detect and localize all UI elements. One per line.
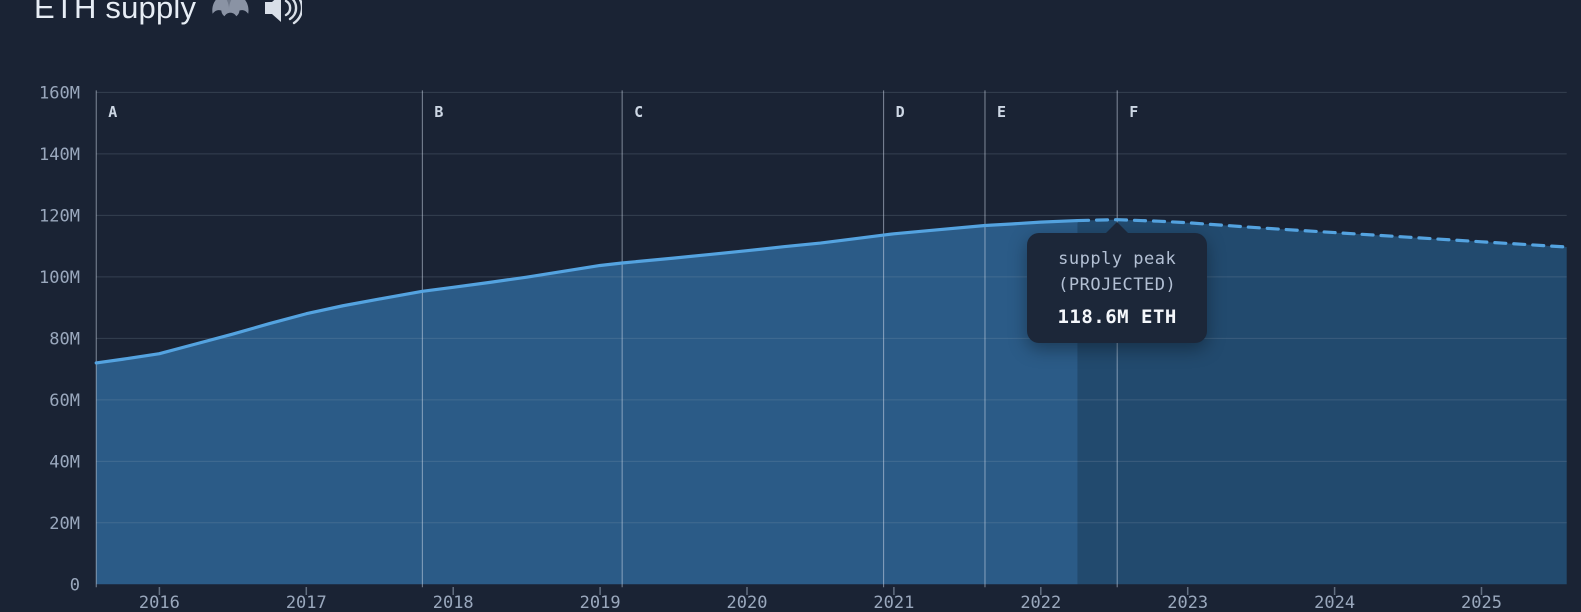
y-axis-label-20M: 20M <box>49 514 80 534</box>
y-axis-label-160M: 160M <box>39 83 80 103</box>
milestone-label-B: B <box>434 103 443 121</box>
x-axis-label-2018: 2018 <box>433 593 474 612</box>
x-axis-label-2019: 2019 <box>580 593 621 612</box>
x-axis-label-2016: 2016 <box>139 593 180 612</box>
supply-line-projected <box>1075 218 1569 249</box>
page-header: ETH supply <box>34 0 303 26</box>
page-title: ETH supply <box>34 0 197 25</box>
y-axis-label-0: 0 <box>70 575 80 595</box>
speaker-high-volume-icon <box>265 0 303 25</box>
milestone-label-E: E <box>997 103 1006 121</box>
milestone-label-C: C <box>634 103 643 121</box>
tooltip-label-line1: supply peak <box>1058 248 1177 269</box>
bat-icon <box>212 0 249 17</box>
x-axis-label-2020: 2020 <box>727 593 768 612</box>
y-axis-label-40M: 40M <box>49 452 80 472</box>
milestone-label-D: D <box>896 103 905 121</box>
y-axis-label-140M: 140M <box>39 145 80 165</box>
y-axis-label-100M: 100M <box>39 268 80 288</box>
x-axis-label-2024: 2024 <box>1314 593 1355 612</box>
x-axis-label-2022: 2022 <box>1020 593 1061 612</box>
y-axis-label-80M: 80M <box>49 329 80 349</box>
supply-line-actual <box>94 218 1080 365</box>
milestone-label-F: F <box>1129 103 1138 121</box>
area-fill-actual <box>96 220 1078 585</box>
tooltip-value: 118.6M ETH <box>1057 305 1177 328</box>
x-axis-label-2025: 2025 <box>1461 593 1502 612</box>
x-axis-label-2017: 2017 <box>286 593 327 612</box>
x-axis-label-2023: 2023 <box>1167 593 1208 612</box>
supply-peak-tooltip: supply peak (PROJECTED) 118.6M ETH <box>1027 221 1208 343</box>
y-axis-label-60M: 60M <box>49 391 80 411</box>
milestone-label-A: A <box>108 103 117 121</box>
x-axis-label-2021: 2021 <box>873 593 914 612</box>
y-axis-label-120M: 120M <box>39 206 80 226</box>
tooltip-label-line2: (PROJECTED) <box>1058 274 1177 295</box>
